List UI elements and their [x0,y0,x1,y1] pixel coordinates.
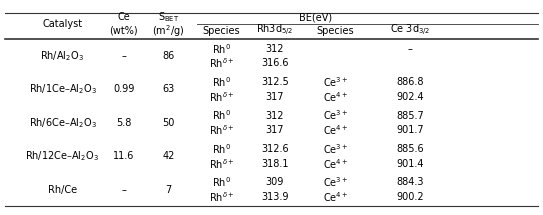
Text: Ce$^{3+}$: Ce$^{3+}$ [323,109,348,122]
Text: Ce$^{3+}$: Ce$^{3+}$ [323,75,348,89]
Text: Ce$^{3+}$: Ce$^{3+}$ [323,142,348,156]
Text: 902.4: 902.4 [396,92,424,102]
Text: 901.4: 901.4 [396,159,424,169]
Text: 901.7: 901.7 [396,125,424,135]
Text: Rh$^{δ+}$: Rh$^{δ+}$ [209,157,234,170]
Text: Rh$^{δ+}$: Rh$^{δ+}$ [209,190,234,204]
Text: Rh/1Ce–Al$_2$O$_3$: Rh/1Ce–Al$_2$O$_3$ [29,83,96,96]
Text: (wt%): (wt%) [110,26,138,36]
Text: Rh/6Ce–Al$_2$O$_3$: Rh/6Ce–Al$_2$O$_3$ [29,116,96,130]
Text: S$_\mathrm{BET}$: S$_\mathrm{BET}$ [157,10,179,24]
Text: 312.6: 312.6 [261,144,288,154]
Text: Ce: Ce [117,12,130,22]
Text: Species: Species [317,26,355,36]
Text: 885.7: 885.7 [396,111,424,121]
Text: 886.8: 886.8 [396,77,424,87]
Text: Rh/Ce: Rh/Ce [48,185,77,195]
Text: Catalyst: Catalyst [42,19,83,29]
Text: 312: 312 [266,44,284,54]
Text: 309: 309 [266,177,284,187]
Text: Rh$^0$: Rh$^0$ [212,175,231,189]
Text: 313.9: 313.9 [261,192,288,202]
Text: Rh$^0$: Rh$^0$ [212,142,231,156]
Text: 7: 7 [165,185,172,195]
Text: Rh$^{δ+}$: Rh$^{δ+}$ [209,57,234,70]
Text: Ce 3d$_{3/2}$: Ce 3d$_{3/2}$ [390,23,430,38]
Text: 5.8: 5.8 [116,118,131,128]
Text: Rh/12Ce–Al$_2$O$_3$: Rh/12Ce–Al$_2$O$_3$ [26,149,99,163]
Text: 0.99: 0.99 [113,84,135,94]
Text: –: – [122,51,126,61]
Text: Rh3d$_{5/2}$: Rh3d$_{5/2}$ [256,23,293,38]
Text: 318.1: 318.1 [261,159,288,169]
Text: Ce$^{4+}$: Ce$^{4+}$ [323,157,348,170]
Text: Rh$^0$: Rh$^0$ [212,42,231,56]
Text: –: – [408,44,412,54]
Text: 317: 317 [266,125,284,135]
Text: Ce$^{4+}$: Ce$^{4+}$ [323,190,348,204]
Text: 884.3: 884.3 [396,177,424,187]
Text: 312.5: 312.5 [261,77,289,87]
Text: Rh$^0$: Rh$^0$ [212,75,231,89]
Text: 312: 312 [266,111,284,121]
Text: 316.6: 316.6 [261,58,288,68]
Text: 86: 86 [162,51,174,61]
Text: Ce$^{4+}$: Ce$^{4+}$ [323,90,348,104]
Text: (m$^2$/g): (m$^2$/g) [152,23,185,39]
Text: Ce$^{3+}$: Ce$^{3+}$ [323,175,348,189]
Text: Ce$^{4+}$: Ce$^{4+}$ [323,123,348,137]
Text: 317: 317 [266,92,284,102]
Text: 42: 42 [162,151,174,161]
Text: Rh$^{δ+}$: Rh$^{δ+}$ [209,90,234,104]
Text: BE(eV): BE(eV) [299,12,332,22]
Text: 63: 63 [162,84,174,94]
Text: 885.6: 885.6 [396,144,424,154]
Text: 50: 50 [162,118,174,128]
Text: Species: Species [203,26,241,36]
Text: 900.2: 900.2 [396,192,424,202]
Text: Rh$^{δ+}$: Rh$^{δ+}$ [209,123,234,137]
Text: Rh$^0$: Rh$^0$ [212,109,231,122]
Text: 11.6: 11.6 [113,151,135,161]
Text: Rh/Al$_2$O$_3$: Rh/Al$_2$O$_3$ [41,49,84,63]
Text: –: – [122,185,126,195]
